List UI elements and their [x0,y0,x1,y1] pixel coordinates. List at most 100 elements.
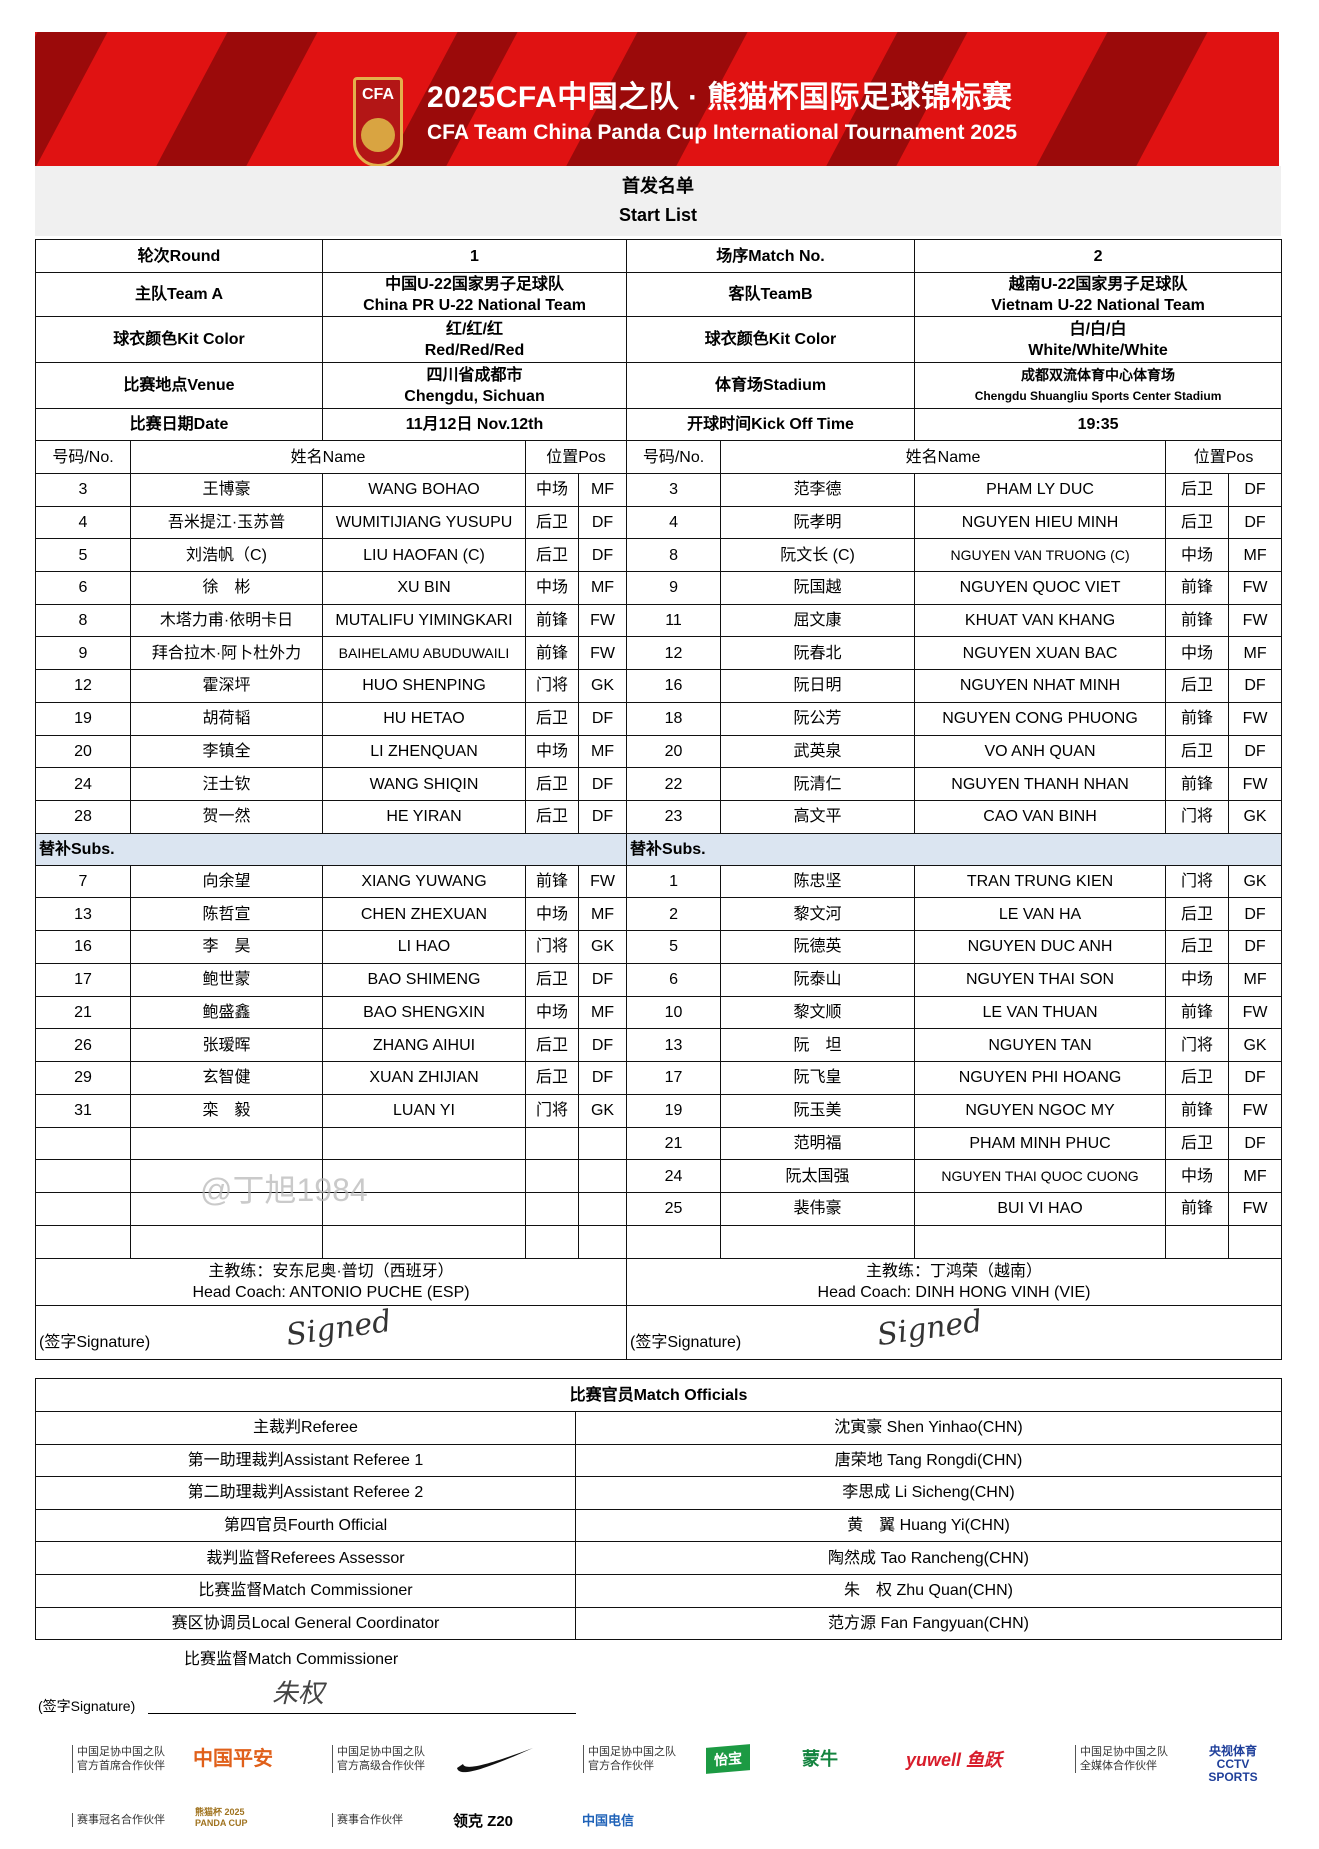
venue-value: 四川省成都市 Chengdu, Sichuan [321,362,628,409]
player-row: 29 玄智健 XUAN ZHIJIAN 后卫 DF 17 阮飞皇 NGUYEN PHI HOA… [35,1061,1283,1095]
empty-cell [525,1192,579,1226]
name-header-a: 姓名Name [130,440,526,474]
coach-b: 主教练：丁鸿荣（越南） Head Coach: DINH HONG VINH (V… [626,1257,1283,1306]
no-header-b: 号码/No. [626,440,722,474]
player-name-cn: 霍深坪 [130,669,323,703]
kickoff-label: 开球时间Kick Off Time [626,408,916,441]
stadium-label: 体育场Stadium [626,362,916,409]
player-number: 24 [35,767,131,801]
player-name-cn: 阮孝明 [720,505,916,540]
start-list-table: 轮次Round 1 场序Match No. 2 主队Team A 中国U-22国… [34,239,1283,1360]
player-position-cn: 后卫 [525,1028,579,1063]
player-name-cn: 吾米提江·玉苏普 [130,505,323,540]
player-name-en: TRAN TRUNG KIEN [914,864,1167,899]
player-name-cn: 裴伟豪 [720,1192,916,1226]
player-name-en: WANG BOHAO [322,473,526,507]
player-position-cn: 门将 [525,669,579,703]
empty-cell [35,1159,131,1194]
player-number: 3 [626,473,722,507]
sponsor-label-official: 中国足协中国之队 官方合作伙伴 [583,1745,676,1773]
empty-cell [130,1192,323,1226]
official-role: 第一助理裁判Assistant Referee 1 [35,1443,576,1478]
player-name-en: XUAN ZHIJIAN [322,1061,526,1095]
official-name: 黄 翼 Huang Yi(CHN) [575,1508,1282,1543]
official-name: 李思成 Li Sicheng(CHN) [575,1476,1282,1510]
date-row: 比赛日期Date 11月12日 Nov.12th 开球时间Kick Off Ti… [35,408,1283,441]
player-number: 13 [626,1028,722,1063]
empty-cell [577,1192,628,1226]
player-position-cn: 前锋 [525,603,579,638]
player-number: 31 [35,1093,131,1128]
player-number: 17 [35,962,131,997]
player-row: 5 刘浩帆（C) LIU HAOFAN (C) 后卫 DF 8 阮文长 (C) NGUYEN … [35,538,1283,573]
player-number: 16 [35,930,131,964]
kit-b-value: 白/白/白 White/White/White [914,316,1283,363]
player-position-en: MF [1228,636,1283,671]
player-name-cn: 陈哲宣 [130,897,323,932]
player-number: 29 [35,1061,131,1095]
player-name-en: NGUYEN HIEU MINH [914,505,1167,540]
empty-cell [525,1126,579,1161]
player-position-cn: 中场 [1165,538,1230,573]
title-cn: 首发名单 [622,176,694,196]
official-name: 沈寅豪 Shen Yinhao(CHN) [575,1411,1282,1445]
player-name-cn: 阮国越 [720,571,916,605]
empty-cell [577,1159,628,1194]
subs-header-row: 替补Subs. 替补Subs. [34,832,1283,866]
lynkco-logo: 领克 Z20 [453,1813,514,1830]
player-name-en: BUI VI HAO [914,1192,1167,1226]
player-position-cn: 中场 [1165,636,1230,671]
player-position-cn: 后卫 [1165,734,1230,769]
player-name-cn: 阮德英 [720,930,916,964]
player-number: 19 [626,1093,722,1128]
player-position-cn: 中场 [1165,962,1230,997]
player-position-cn: 后卫 [525,767,579,801]
player-position-en: GK [1228,799,1283,834]
player-name-cn: 木塔力甫·依明卡日 [130,603,323,638]
player-position-en: DF [1228,734,1283,769]
signature-a: (签字Signature) Signed [34,1304,628,1360]
player-row: 3 王博豪 WANG BOHAO 中场 MF 3 范李德 PHAM LY DUC 后卫 DF [35,473,1283,507]
player-name-en: KHUAT VAN KHANG [914,603,1167,638]
official-name: 朱 权 Zhu Quan(CHN) [575,1573,1282,1608]
document-title: 首发名单 Start List [35,166,1281,236]
player-row: 21 范明福 PHAM MINH PHUC 后卫 DF [35,1126,1283,1161]
player-name-cn: 范明福 [720,1126,916,1161]
player-position-en: DF [577,962,628,997]
sponsor-label-media: 中国足协中国之队 全媒体合作伙伴 [1075,1745,1168,1773]
player-name-cn: 李 昊 [130,930,323,964]
player-position-en: DF [1228,505,1283,540]
sponsor-label-senior: 中国足协中国之队 官方高级合作伙伴 [332,1745,425,1773]
signature-b-mark: Signed [875,1305,985,1353]
tournament-banner: CFA 2025CFA中国之队 · 熊猫杯国际足球锦标赛 CFA Team Ch… [35,32,1279,166]
player-position-cn: 门将 [525,1093,579,1128]
empty-cell [130,1126,323,1161]
player-position-en: DF [1228,897,1283,932]
player-name-en: XU BIN [322,571,526,605]
player-position-cn: 门将 [1165,1028,1230,1063]
match-value: 2 [914,239,1283,273]
player-number: 1 [626,864,722,899]
player-position-en: FW [577,603,628,638]
player-position-en: FW [577,864,628,899]
player-position-cn: 后卫 [525,505,579,540]
player-position-cn: 前锋 [1165,701,1230,736]
player-name-en: HUO SHENPING [322,669,526,703]
round-row: 轮次Round 1 场序Match No. 2 [35,239,1283,273]
player-name-en: NGUYEN THAI QUOC CUONG [914,1159,1167,1194]
player-name-en: NGUYEN QUOC VIET [914,571,1167,605]
player-name-cn: 向余望 [130,864,323,899]
china-telecom-logo: 中国电信 [582,1813,635,1828]
player-position-cn: 中场 [525,995,579,1030]
mengniu-logo: 蒙牛 [802,1749,838,1769]
player-number: 9 [626,571,722,605]
player-number: 5 [626,930,722,964]
player-name-cn: 阮春北 [720,636,916,671]
player-name-cn: 汪士钦 [130,767,323,801]
player-position-en: FW [1228,571,1283,605]
player-position-en: FW [1228,1093,1283,1128]
player-number: 7 [35,864,131,899]
player-number: 19 [35,701,131,736]
official-name: 唐荣地 Tang Rongdi(CHN) [575,1443,1282,1478]
stadium-value: 成都双流体育中心体育场 Chengdu Shuangliu Sports Cent… [914,362,1283,409]
